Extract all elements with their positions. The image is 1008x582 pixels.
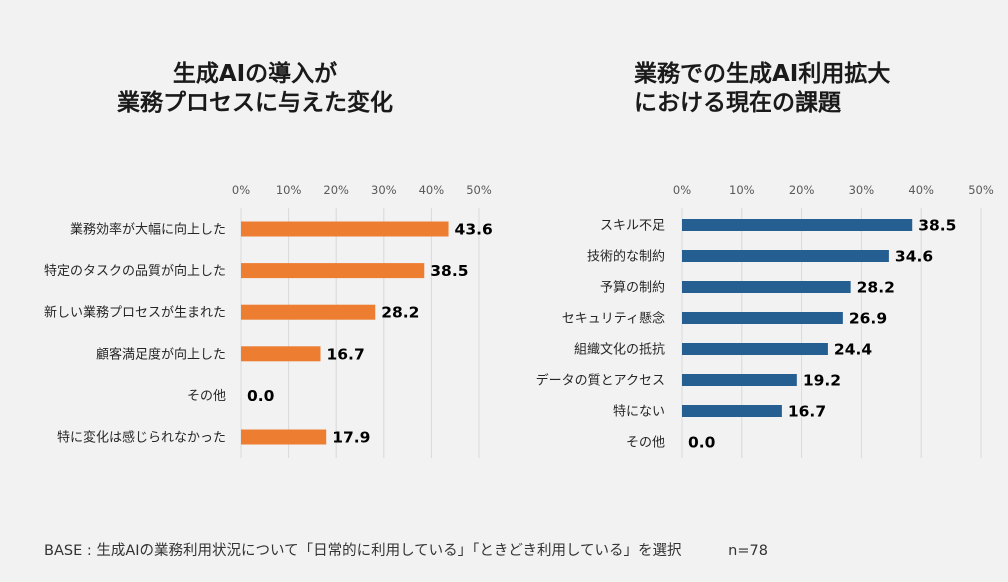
right-data-label: 26.9: [849, 310, 887, 328]
right-bar: [682, 281, 851, 293]
right-bar: [682, 374, 797, 386]
right-category-label: その他: [626, 436, 665, 451]
right-data-label: 38.5: [918, 217, 956, 235]
left-tick-label: 0%: [232, 183, 250, 197]
left-bar: [241, 429, 327, 445]
left-chart-title-line-2: 業務プロセスに与えた変化: [117, 90, 393, 116]
right-tick-label: 0%: [673, 183, 691, 197]
right-bar: [682, 219, 913, 231]
right-tick-label: 30%: [849, 183, 875, 197]
left-tick-label: 50%: [466, 183, 492, 197]
right-data-label: 0.0: [688, 434, 716, 452]
right-bar: [682, 250, 889, 262]
left-bar: [241, 221, 449, 237]
right-tick-label: 20%: [789, 183, 815, 197]
right-category-label: スキル不足: [600, 219, 665, 234]
left-data-label: 17.9: [332, 429, 370, 447]
right-bar: [682, 405, 782, 417]
right-chart-title-line-2: における現在の課題: [634, 90, 841, 116]
right-chart-title: 業務での生成AI利用拡大 における現在の課題: [634, 60, 890, 118]
right-data-label: 16.7: [788, 403, 826, 421]
right-data-label: 28.2: [857, 279, 895, 297]
left-data-label: 16.7: [326, 345, 364, 363]
right-category-label: 技術的な制約: [587, 249, 665, 265]
footnote-sample-size: n=78: [728, 543, 768, 559]
right-data-label: 19.2: [803, 372, 841, 390]
right-bar: [682, 343, 828, 355]
left-bar: [241, 304, 376, 320]
left-bar: [241, 346, 321, 362]
left-category-label: 顧客満足度が向上した: [96, 346, 226, 362]
footnote-base: BASE : 生成AIの業務利用状況について「日常的に利用している」「ときどき利…: [44, 543, 682, 559]
right-data-label: 24.4: [834, 341, 872, 359]
right-bar: [682, 312, 843, 324]
left-bar: [241, 263, 425, 279]
right-data-label: 34.6: [895, 248, 933, 266]
right-category-label: 組織文化の抵抗: [574, 343, 665, 358]
left-category-label: 新しい業務プロセスが生まれた: [44, 305, 226, 321]
right-tick-label: 10%: [729, 183, 755, 197]
right-tick-label: 50%: [968, 183, 994, 197]
left-tick-label: 40%: [419, 183, 445, 197]
left-tick-label: 30%: [371, 183, 397, 197]
footnote: BASE : 生成AIの業務利用状況について「日常的に利用している」「ときどき利…: [44, 539, 768, 560]
left-tick-label: 20%: [323, 183, 349, 197]
left-chart-title-line-1: 生成AIの導入が: [172, 61, 338, 87]
left-data-label: 43.6: [455, 221, 493, 239]
right-category-label: セキュリティ懸念: [562, 311, 665, 327]
left-category-label: 特に変化は感じられなかった: [57, 430, 226, 446]
right-category-label: データの質とアクセス: [536, 373, 665, 389]
left-tick-label: 10%: [276, 183, 302, 197]
left-data-label: 38.5: [430, 262, 468, 280]
left-data-label: 0.0: [247, 387, 275, 405]
left-category-label: 業務効率が大幅に向上した: [70, 222, 226, 238]
right-chart-title-line-1: 業務での生成AI利用拡大: [634, 61, 891, 87]
right-tick-label: 40%: [908, 183, 934, 197]
right-category-label: 特にない: [613, 405, 665, 420]
left-data-label: 28.2: [381, 304, 419, 322]
right-category-label: 予算の制約: [600, 281, 665, 296]
left-chart-title: 生成AIの導入が 業務プロセスに与えた変化: [0, 60, 510, 118]
left-category-label: 特定のタスクの品質が向上した: [44, 263, 226, 279]
left-category-label: その他: [187, 389, 226, 404]
